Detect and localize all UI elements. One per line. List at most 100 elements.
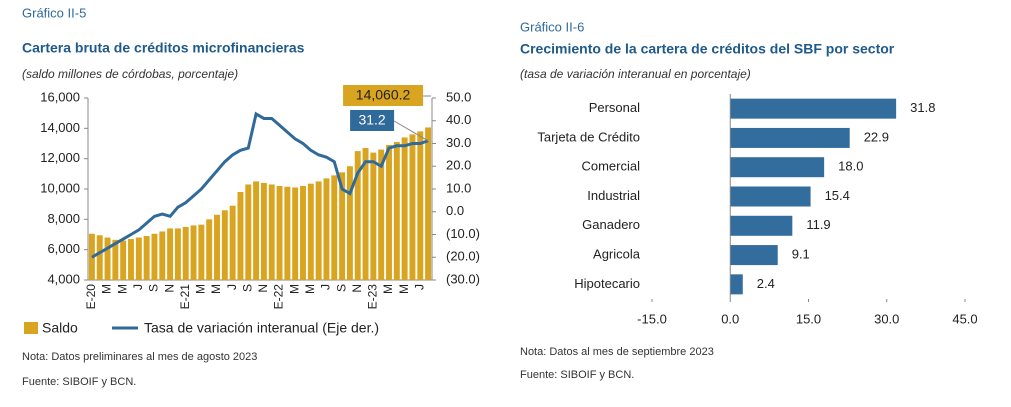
chart-2: Gráfico II-6 Crecimiento de la cartera d… xyxy=(520,19,895,380)
x-tick-label: S xyxy=(334,284,348,292)
data-label-box xyxy=(343,85,424,106)
bar xyxy=(253,181,260,280)
source: Fuente: SIBOIF y BCN. xyxy=(520,369,634,381)
bar xyxy=(120,240,127,280)
chart-subtitle: (saldo millones de córdobas, porcentaje) xyxy=(22,67,238,81)
data-label: 15.4 xyxy=(825,188,850,203)
x-tick-label: J xyxy=(319,284,333,290)
y-tick-label: Comercial xyxy=(581,159,640,174)
chart-title: Crecimiento de la cartera de créditos de… xyxy=(520,41,895,57)
legend-label: Saldo xyxy=(42,320,78,336)
y2-tick-label: 20.0 xyxy=(446,158,471,173)
bar xyxy=(151,233,158,280)
x-tick-label: M xyxy=(287,284,301,294)
bar xyxy=(730,245,778,266)
y-tick-label: 4,000 xyxy=(47,271,80,286)
x-tick-label: J xyxy=(412,284,426,290)
y-tick-label: Agricola xyxy=(593,247,641,262)
legend-label: Tasa de variación interanual (Eje der.) xyxy=(144,320,379,336)
x-tick-label: 30.0 xyxy=(874,311,899,326)
bar xyxy=(730,157,825,178)
bar xyxy=(167,228,174,280)
bar xyxy=(104,237,111,280)
x-tick-label: J xyxy=(225,284,239,290)
chart-subtitle: (tasa de variación interanual en porcent… xyxy=(520,67,751,81)
y2-tick-label: (30.0) xyxy=(446,271,480,286)
bar xyxy=(323,178,330,280)
x-tick-label: 45.0 xyxy=(952,311,977,326)
bar xyxy=(730,127,850,148)
bar xyxy=(143,236,150,280)
bar xyxy=(128,239,134,280)
bar xyxy=(362,148,369,280)
bar xyxy=(198,224,205,280)
bar xyxy=(393,141,400,280)
y-tick-label: Hipotecario xyxy=(574,276,640,291)
y-tick-label: 12,000 xyxy=(40,150,80,165)
bar xyxy=(214,214,220,280)
data-label: 14,060.2 xyxy=(356,87,411,103)
bar xyxy=(96,235,103,280)
y-tick-label: 14,000 xyxy=(40,120,80,135)
x-tick-label: J xyxy=(131,284,145,290)
x-tick-label: S xyxy=(240,284,254,292)
bar xyxy=(307,183,314,280)
x-tick-label: M xyxy=(194,284,208,294)
x-tick-label: 0.0 xyxy=(721,311,739,326)
bar xyxy=(300,185,306,280)
bar xyxy=(174,228,181,280)
bar xyxy=(182,226,189,280)
bar xyxy=(409,134,416,280)
data-label: 31.2 xyxy=(358,112,385,128)
figure-label: Gráfico II-6 xyxy=(520,19,584,34)
line xyxy=(91,111,429,259)
y2-tick-label: 30.0 xyxy=(446,135,471,150)
bar xyxy=(730,186,811,207)
y2-tick-label: (10.0) xyxy=(446,226,480,241)
leader xyxy=(393,120,429,142)
y-tick-label: Industrial xyxy=(587,188,640,203)
bar xyxy=(112,239,119,280)
bar xyxy=(730,274,743,295)
bar xyxy=(159,231,166,280)
bar xyxy=(730,98,897,119)
x-tick-label: M xyxy=(397,284,411,294)
bar xyxy=(417,131,424,280)
chart-title: Cartera bruta de créditos microfinancier… xyxy=(22,40,305,56)
y-tick-label: 16,000 xyxy=(40,89,80,104)
x-tick-label: N xyxy=(256,284,270,293)
x-tick-label: E-20 xyxy=(84,284,98,310)
bar xyxy=(339,172,346,280)
data-label: 22.9 xyxy=(864,129,889,144)
y-tick-label: 8,000 xyxy=(47,211,80,226)
y-tick-label: 10,000 xyxy=(40,180,80,195)
bar xyxy=(331,175,338,280)
data-label-box xyxy=(350,110,395,131)
x-tick-label: S xyxy=(147,284,161,292)
bar xyxy=(315,181,322,280)
x-tick-label: M xyxy=(100,284,114,294)
bar xyxy=(370,152,377,280)
bar xyxy=(354,151,361,280)
bar xyxy=(237,192,244,280)
x-tick-label: E-21 xyxy=(178,284,192,310)
figure-label: Gráfico II-5 xyxy=(22,5,86,20)
x-tick-label: N xyxy=(162,284,176,293)
data-label: 2.4 xyxy=(757,276,775,291)
bar xyxy=(268,184,275,280)
bar xyxy=(260,182,267,280)
x-tick-label: M xyxy=(115,284,129,294)
y2-tick-label: 50.0 xyxy=(446,89,471,104)
data-label: 11.9 xyxy=(806,217,830,232)
data-label: 9.1 xyxy=(792,247,810,262)
x-tick-label: 15.0 xyxy=(796,311,821,326)
data-label: 18.0 xyxy=(838,159,863,174)
legend-swatch xyxy=(24,322,38,334)
bar xyxy=(425,127,432,280)
bar xyxy=(401,137,408,280)
source: Fuente: SIBOIF y BCN. xyxy=(22,376,136,388)
bar xyxy=(378,149,385,280)
data-label: 31.8 xyxy=(910,100,935,115)
bar xyxy=(730,215,793,236)
